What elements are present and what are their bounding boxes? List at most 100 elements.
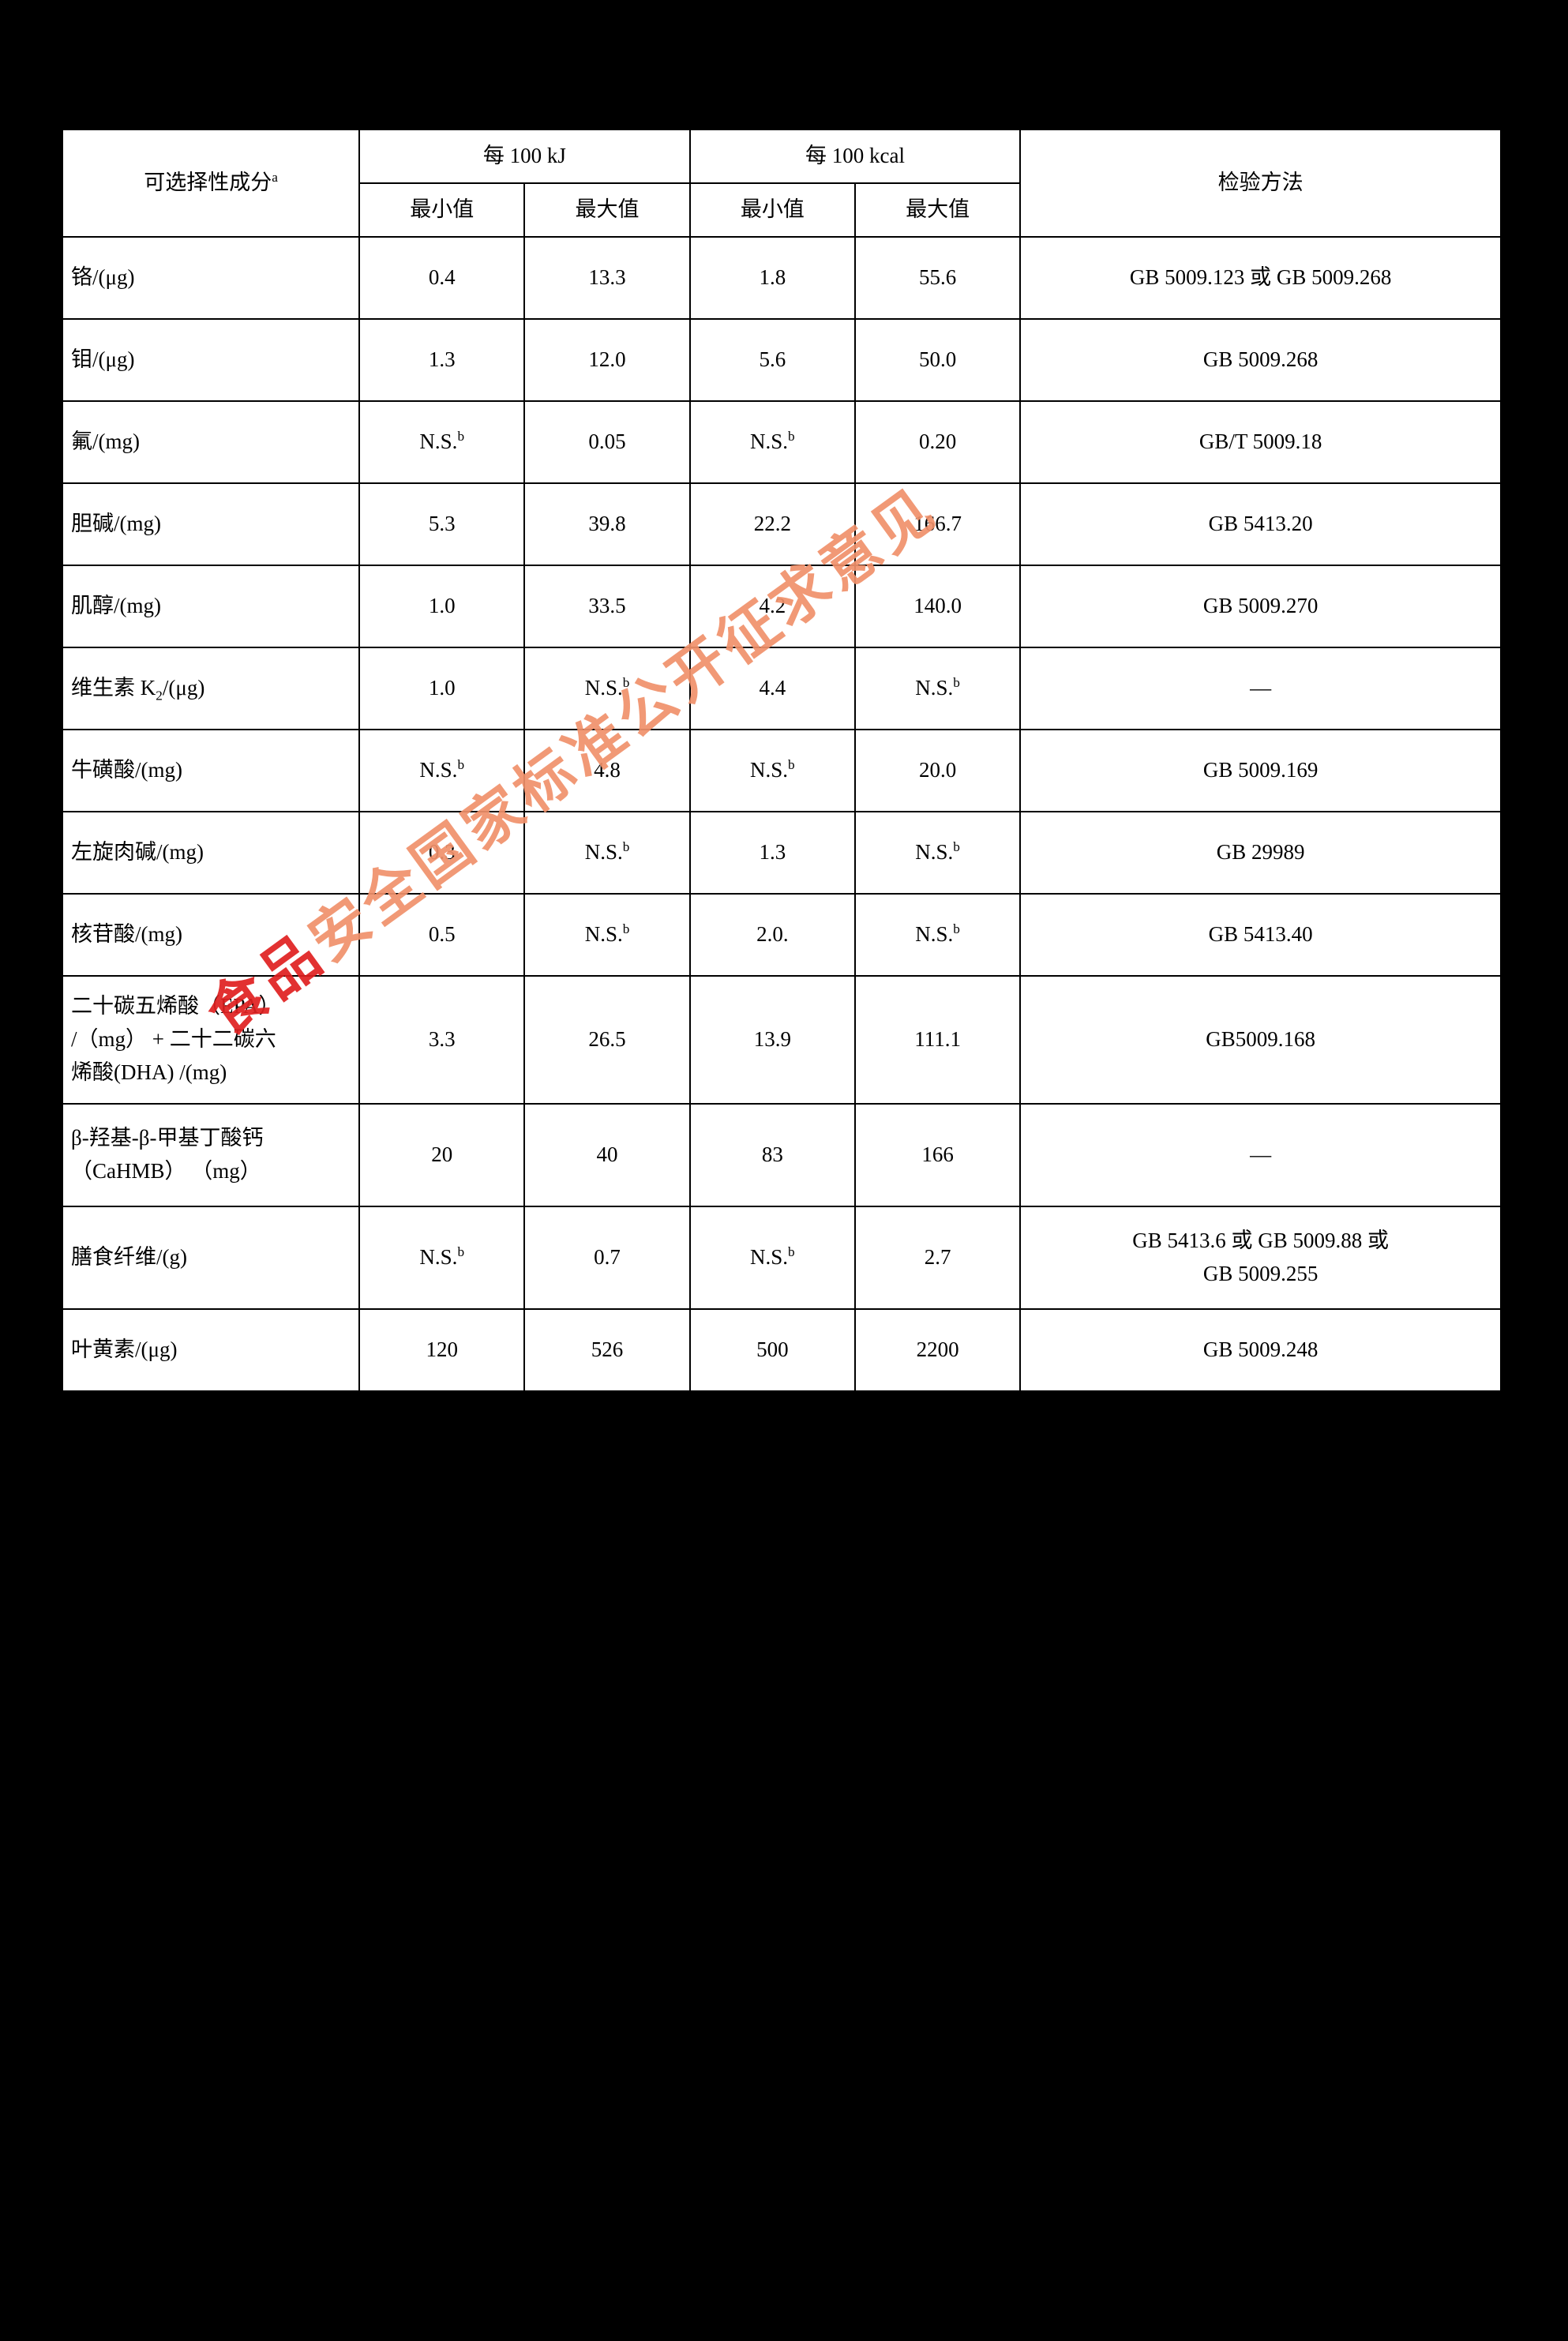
optional-ingredients-table: 可选择性成分a 每 100 kJ 每 100 kcal 检验方法 最小值 最大值…: [61, 129, 1502, 1392]
row-test-method: GB 5413.6 或 GB 5009.88 或 GB 5009.255: [1019, 1206, 1502, 1310]
table-row: 二十碳五烯酸（EPA） /（mg） + 二十二碳六 烯酸(DHA) /(mg) 3…: [61, 975, 1502, 1105]
row-value-kcal-max: 55.6: [853, 236, 1022, 320]
table-header: 可选择性成分a 每 100 kJ 每 100 kcal 检验方法 最小值 最大值…: [61, 129, 1502, 238]
row-ingredient-name: 胆碱/(mg): [61, 482, 361, 566]
row-value-kj-max: 0.05: [523, 400, 691, 484]
table-row: β-羟基-β-甲基丁酸钙 （CaHMB） （mg） 20 40 83 166—: [61, 1103, 1502, 1207]
footnote-marker-b: b: [788, 757, 795, 773]
row-value-kcal-min: 4.2: [688, 565, 856, 648]
header-cell-kcal-min: 最小值: [688, 182, 856, 238]
row-ingredient-name: 叶黄素/(μg): [61, 1308, 361, 1392]
row-value-kj-min: 5.3: [358, 482, 526, 566]
header-cell-method: 检验方法: [1019, 129, 1502, 238]
header-cell-kj-min: 最小值: [358, 182, 526, 238]
row-test-method: GB 29989: [1019, 811, 1502, 895]
row-test-method: GB 5009.123 或 GB 5009.268: [1019, 236, 1502, 320]
row-value-kcal-max: 0.20: [853, 400, 1022, 484]
row-value-kcal-max: N.S.b: [853, 647, 1022, 730]
header-cell-kcal-max: 最大值: [853, 182, 1022, 238]
row-value-kcal-min: 500: [688, 1308, 856, 1392]
table-row: 膳食纤维/(g) N.S.b 0.7 N.S.b 2.7 GB 5413.6 或 GB 5…: [61, 1206, 1502, 1310]
table-row: 钼/(μg) 1.3 12.0 5.6 50.0 GB 5009.268: [61, 318, 1502, 402]
row-value-kcal-max: 140.0: [853, 565, 1022, 648]
row-value-kj-max: N.S.b: [523, 893, 691, 977]
row-value-kj-min: N.S.b: [358, 729, 526, 812]
row-value-kcal-min: 22.2: [688, 482, 856, 566]
row-value-kj-min: 1.0: [358, 565, 526, 648]
row-value-kcal-min: 1.8: [688, 236, 856, 320]
row-value-kcal-min: N.S.b: [688, 400, 856, 484]
row-value-kcal-max: 2200: [853, 1308, 1022, 1392]
spec-table-container: 可选择性成分a 每 100 kJ 每 100 kcal 检验方法 最小值 最大值…: [61, 129, 1502, 1392]
row-value-kj-min: 20: [358, 1103, 526, 1207]
row-value-kj-max: 26.5: [523, 975, 691, 1105]
row-value-kj-min: 0.4: [358, 236, 526, 320]
subscript-2: 2: [156, 688, 163, 703]
row-test-method: GB 5009.270: [1019, 565, 1502, 648]
footnote-marker-b: b: [788, 429, 795, 445]
row-value-kj-min: 0.5: [358, 893, 526, 977]
row-ingredient-name: 钼/(μg): [61, 318, 361, 402]
row-test-method: GB 5009.169: [1019, 729, 1502, 812]
table-row: 叶黄素/(μg) 120 526 500 2200 GB 5009.248: [61, 1308, 1502, 1392]
footnote-marker-b: b: [457, 429, 465, 445]
row-value-kcal-min: 2.0.: [688, 893, 856, 977]
row-value-kcal-min: N.S.b: [688, 1206, 856, 1310]
row-test-method: GB/T 5009.18: [1019, 400, 1502, 484]
row-value-kj-min: 1.3: [358, 318, 526, 402]
row-value-kj-max: 0.7: [523, 1206, 691, 1310]
footnote-marker-b: b: [953, 675, 960, 691]
row-ingredient-name: 维生素 K2/(μg): [61, 647, 361, 730]
row-value-kcal-min: 4.4: [688, 647, 856, 730]
row-value-kcal-min: 83: [688, 1103, 856, 1207]
table-row: 胆碱/(mg) 5.3 39.8 22.2 166.7 GB 5413.20: [61, 482, 1502, 566]
row-test-method: GB 5009.248: [1019, 1308, 1502, 1392]
header-cell-per-100kj: 每 100 kJ: [358, 129, 691, 184]
row-value-kcal-max: 20.0: [853, 729, 1022, 812]
row-test-method: GB 5413.40: [1019, 893, 1502, 977]
row-value-kcal-min: 1.3: [688, 811, 856, 895]
row-ingredient-name: 膳食纤维/(g): [61, 1206, 361, 1310]
footnote-marker-b: b: [953, 839, 960, 855]
row-value-kcal-max: 111.1: [853, 975, 1022, 1105]
header-row-subcolumns: 最小值 最大值 最小值 最大值: [62, 182, 1501, 238]
row-ingredient-name: 核苷酸/(mg): [61, 893, 361, 977]
row-value-kj-max: 12.0: [523, 318, 691, 402]
row-ingredient-name: 左旋肉碱/(mg): [61, 811, 361, 895]
table-body: 铬/(μg) 0.4 13.3 1.8 55.6 GB 5009.123 或 GB 500…: [61, 236, 1502, 1392]
row-value-kj-min: 1.0: [358, 647, 526, 730]
row-value-kj-max: 33.5: [523, 565, 691, 648]
row-value-kj-max: N.S.b: [523, 811, 691, 895]
row-ingredient-name: β-羟基-β-甲基丁酸钙 （CaHMB） （mg）: [61, 1103, 361, 1207]
table-row: 维生素 K2/(μg) 1.0 N.S.b 4.4 N.S.b —: [61, 647, 1502, 730]
row-value-kj-max: N.S.b: [523, 647, 691, 730]
row-test-method: —: [1019, 647, 1502, 730]
footnote-marker-b: b: [457, 1244, 465, 1260]
table-row: 氟/(mg) N.S.b 0.05 N.S.b 0.20 GB/T 5009.18: [61, 400, 1502, 484]
row-value-kj-max: 13.3: [523, 236, 691, 320]
row-ingredient-name: 二十碳五烯酸（EPA） /（mg） + 二十二碳六 烯酸(DHA) /(mg): [61, 975, 361, 1105]
header-ingredient-footnote-marker: a: [272, 170, 278, 186]
row-value-kcal-max: N.S.b: [853, 811, 1022, 895]
row-value-kj-min: 120: [358, 1308, 526, 1392]
footnote-marker-b: b: [788, 1244, 795, 1260]
row-value-kcal-min: N.S.b: [688, 729, 856, 812]
row-test-method: —: [1019, 1103, 1502, 1207]
footnote-marker-b: b: [622, 921, 630, 937]
row-value-kcal-min: 13.9: [688, 975, 856, 1105]
table-row: 肌醇/(mg) 1.0 33.5 4.2 140.0 GB 5009.270: [61, 565, 1502, 648]
footnote-marker-b: b: [622, 839, 630, 855]
header-cell-per-100kcal: 每 100 kcal: [688, 129, 1022, 184]
table-row: 左旋肉碱/(mg) 0.3 N.S.b 1.3 N.S.b GB 29989: [61, 811, 1502, 895]
header-cell-kj-max: 最大值: [523, 182, 691, 238]
row-value-kj-max: 40: [523, 1103, 691, 1207]
row-value-kj-max: 526: [523, 1308, 691, 1392]
table-row: 牛磺酸/(mg) N.S.b 4.8 N.S.b 20.0 GB 5009.169: [61, 729, 1502, 812]
table-row: 铬/(μg) 0.4 13.3 1.8 55.6 GB 5009.123 或 GB 500…: [61, 236, 1502, 320]
row-value-kj-max: 39.8: [523, 482, 691, 566]
row-value-kj-min: N.S.b: [358, 1206, 526, 1310]
header-cell-ingredient: 可选择性成分a: [61, 129, 361, 238]
row-value-kj-min: 0.3: [358, 811, 526, 895]
row-ingredient-name: 铬/(μg): [61, 236, 361, 320]
header-ingredient-label: 可选择性成分: [144, 171, 272, 195]
